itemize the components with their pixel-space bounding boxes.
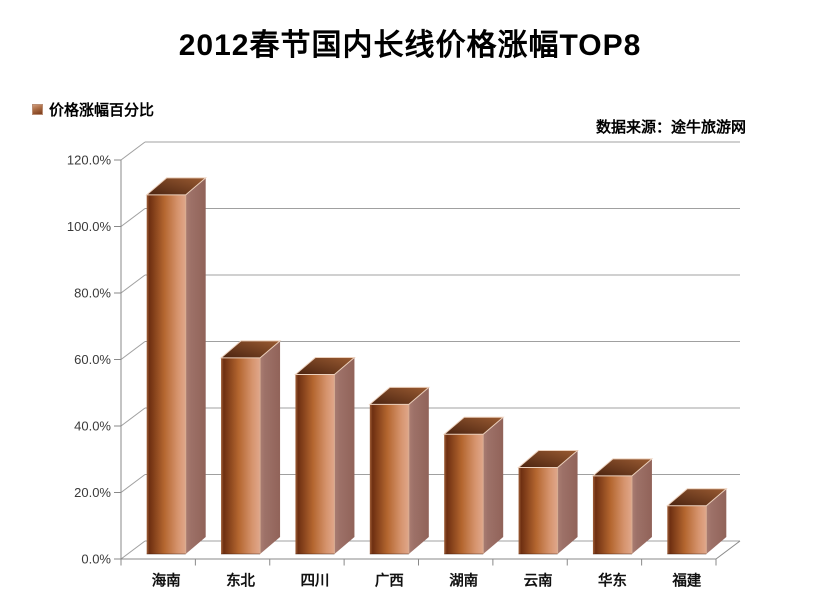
bar-front-face [146,194,186,554]
data-source-note: 数据来源：途牛旅游网 [595,119,746,136]
bar-side-face [483,417,504,554]
grid-line-depth-stub [120,141,146,161]
bar-side-face [408,387,429,554]
y-axis-label: 120.0% [67,153,112,168]
bar-front-face [518,467,558,554]
bar-front-face [295,374,335,554]
x-axis-label: 东北 [226,572,255,590]
grid-line-depth-stub [120,274,146,294]
bar-top-face [517,450,579,469]
y-axis-label: 100.0% [67,219,112,234]
chart-title: 2012春节国内长线价格涨幅TOP8 [178,29,642,62]
bar-top-face [145,177,208,196]
x-axis-label: 华东 [598,572,627,590]
bar-side-face [334,357,355,554]
bar-front-face [369,404,409,554]
x-axis-label: 广西 [375,572,404,590]
legend-series-marker-icon [32,104,43,115]
grid-line-depth-stub [120,407,146,427]
legend: 价格涨幅百分比 [32,99,154,120]
y-axis-label: 60.0% [74,352,111,367]
grid-line-depth-stub [120,474,146,493]
x-axis-label: 云南 [524,572,553,590]
x-axis-label: 海南 [152,572,181,590]
bar-top-face [665,488,728,507]
floor-right-edge [715,540,741,560]
bar-front-face [592,475,632,554]
bar-top-face [442,416,505,435]
y-axis-label: 40.0% [74,419,111,434]
bar-side-face [631,458,652,554]
y-axis-label: 80.0% [74,286,111,301]
bar-side-face [557,450,578,554]
bar-top-face [294,356,356,375]
y-axis-label: 20.0% [74,485,111,500]
bar-front-face [444,434,484,554]
bar-front-face [667,505,707,554]
bar-side-face [706,488,727,554]
bar-side-face [185,177,206,554]
bar-side-face [260,340,281,554]
y-axis-label: 0.0% [81,552,111,567]
bar-front-face [221,357,261,554]
grid-line-depth-stub [120,341,146,360]
grid-line-depth-stub [120,208,146,227]
bar-top-face [219,340,282,359]
legend-series-label: 价格涨幅百分比 [49,102,155,119]
grid-line-depth-stub [120,540,146,560]
x-axis-label: 福建 [671,572,701,590]
bar-top-face [591,458,654,477]
bar-top-face [368,386,431,405]
x-axis-label: 四川 [300,574,329,590]
x-axis-label: 湖南 [449,572,478,590]
